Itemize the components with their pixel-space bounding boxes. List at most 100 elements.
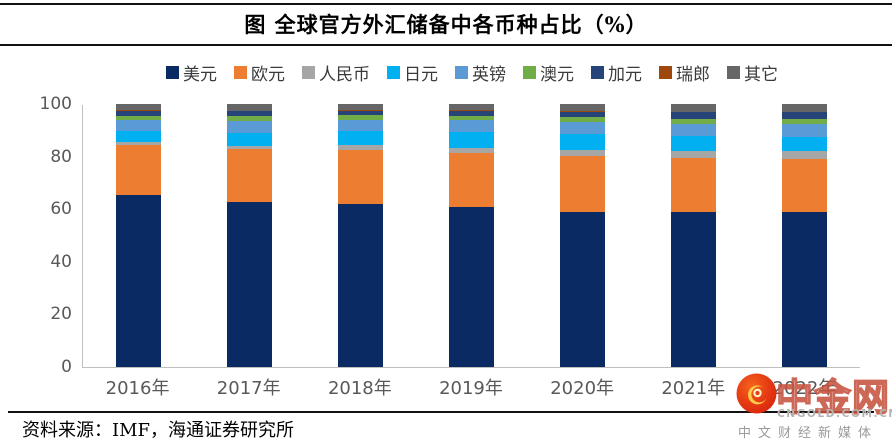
bar-segment-人民币	[338, 145, 383, 151]
legend-swatch-icon	[659, 66, 672, 79]
legend-item-美元: 美元	[166, 60, 217, 85]
y-tick-label: 40	[50, 251, 72, 272]
y-axis: 0 20 40 60 80 100	[0, 0, 72, 447]
bar-segment-欧元	[116, 144, 161, 195]
x-tick-label: 2022年	[772, 378, 837, 399]
bar-segment-日元	[227, 132, 272, 146]
bar-segment-其它	[449, 103, 494, 111]
bar-segment-澳元	[227, 116, 272, 122]
legend-label: 人民币	[319, 65, 370, 85]
bar-segment-人民币	[449, 147, 494, 153]
stacked-bar-2022年	[782, 104, 827, 367]
bar-segment-其它	[671, 104, 716, 112]
bar-slot-2018年	[305, 104, 416, 367]
bar-segment-欧元	[227, 148, 272, 203]
legend-item-日元: 日元	[387, 60, 438, 85]
legend-item-瑞郎: 瑞郎	[659, 60, 710, 85]
bar-segment-日元	[560, 134, 605, 151]
bar-segment-瑞郎	[116, 110, 161, 111]
legend-label: 美元	[183, 65, 217, 85]
bar-segment-瑞郎	[560, 111, 605, 112]
stacked-bar-2017年	[227, 104, 272, 367]
legend-item-人民币: 人民币	[302, 60, 370, 85]
bar-segment-其它	[782, 104, 827, 112]
bar-segment-欧元	[338, 150, 383, 205]
bar-slot-2019年	[416, 103, 527, 367]
bar-segment-澳元	[449, 115, 494, 121]
plot-area	[82, 103, 860, 368]
legend-label: 加元	[608, 65, 642, 85]
bar-slot-2022年	[749, 104, 860, 367]
bar-segment-日元	[782, 137, 827, 152]
bar-segment-人民币	[782, 151, 827, 159]
bar-segment-其它	[116, 104, 161, 111]
chart-title: 图 全球官方外汇储备中各币种占比（%）	[244, 12, 648, 37]
bar-segment-加元	[560, 111, 605, 118]
gold-swirl-icon	[736, 373, 777, 414]
bar-segment-人民币	[560, 150, 605, 157]
title-underline-rule	[0, 44, 892, 46]
legend-swatch-icon	[727, 66, 740, 79]
bar-segment-澳元	[671, 118, 716, 124]
bar-segment-加元	[338, 110, 383, 116]
stacked-bar-2020年	[560, 104, 605, 367]
x-tick-label: 2017年	[216, 378, 281, 399]
legend-item-其它: 其它	[727, 60, 778, 85]
cngold-tagline: 中文财经新媒体	[738, 426, 879, 441]
bar-segment-加元	[116, 110, 161, 116]
legend-label: 欧元	[251, 65, 285, 85]
bar-segment-日元	[338, 131, 383, 146]
chart-legend: 美元 欧元 人民币 日元 英镑 澳元 加元 瑞郎 其它	[26, 60, 892, 85]
bar-segment-日元	[671, 136, 716, 151]
legend-swatch-icon	[166, 66, 179, 79]
bar-segment-加元	[671, 112, 716, 119]
legend-item-加元: 加元	[591, 60, 642, 85]
bar-segment-美元	[671, 212, 716, 367]
bar-segment-澳元	[782, 119, 827, 125]
bar-segment-美元	[449, 207, 494, 367]
y-tick-label: 100	[39, 94, 72, 114]
legend-swatch-icon	[523, 66, 536, 79]
bar-segment-日元	[116, 131, 161, 142]
bar-segment-英镑	[449, 120, 494, 133]
legend-swatch-icon	[455, 66, 468, 79]
legend-swatch-icon	[302, 66, 315, 79]
bar-segment-欧元	[560, 156, 605, 213]
bar-segment-英镑	[338, 119, 383, 132]
x-tick-label: 2019年	[439, 378, 503, 399]
bar-segment-美元	[560, 212, 605, 367]
bar-segment-人民币	[671, 150, 716, 159]
bar-segment-日元	[449, 132, 494, 148]
legend-label: 英镑	[472, 65, 506, 85]
bar-segment-加元	[449, 110, 494, 116]
cngold-url-text: CNGOLD.COM.CN	[777, 408, 892, 420]
stacked-bar-2021年	[671, 104, 716, 367]
legend-swatch-icon	[591, 66, 604, 79]
bar-segment-英镑	[671, 123, 716, 137]
y-tick-label: 80	[50, 146, 72, 167]
x-tick-label: 2016年	[105, 378, 170, 399]
bar-slot-2017年	[194, 104, 305, 367]
bar-segment-加元	[227, 111, 272, 117]
bar-segment-英镑	[116, 120, 161, 132]
bar-segment-其它	[338, 104, 383, 111]
x-tick-label: 2018年	[327, 378, 392, 399]
bar-segment-瑞郎	[227, 110, 272, 112]
footer-rule	[8, 411, 874, 413]
legend-swatch-icon	[387, 66, 400, 79]
bar-segment-其它	[560, 104, 605, 112]
bar-slot-2016年	[83, 104, 194, 367]
bar-segment-美元	[782, 211, 827, 367]
bar-segment-澳元	[116, 115, 161, 121]
bar-segment-英镑	[560, 121, 605, 135]
stacked-bar-2016年	[116, 104, 161, 367]
cngold-logo-text: 中金网	[775, 374, 890, 420]
x-tick-label: 2021年	[661, 378, 726, 399]
bar-segment-欧元	[782, 158, 827, 212]
y-tick-label: 0	[61, 357, 72, 377]
legend-label: 澳元	[540, 65, 574, 85]
legend-swatch-icon	[234, 66, 247, 79]
top-rule	[0, 3, 892, 5]
x-axis: 2016年 2017年 2018年 2019年 2020年 2021年 2022年	[82, 374, 860, 400]
